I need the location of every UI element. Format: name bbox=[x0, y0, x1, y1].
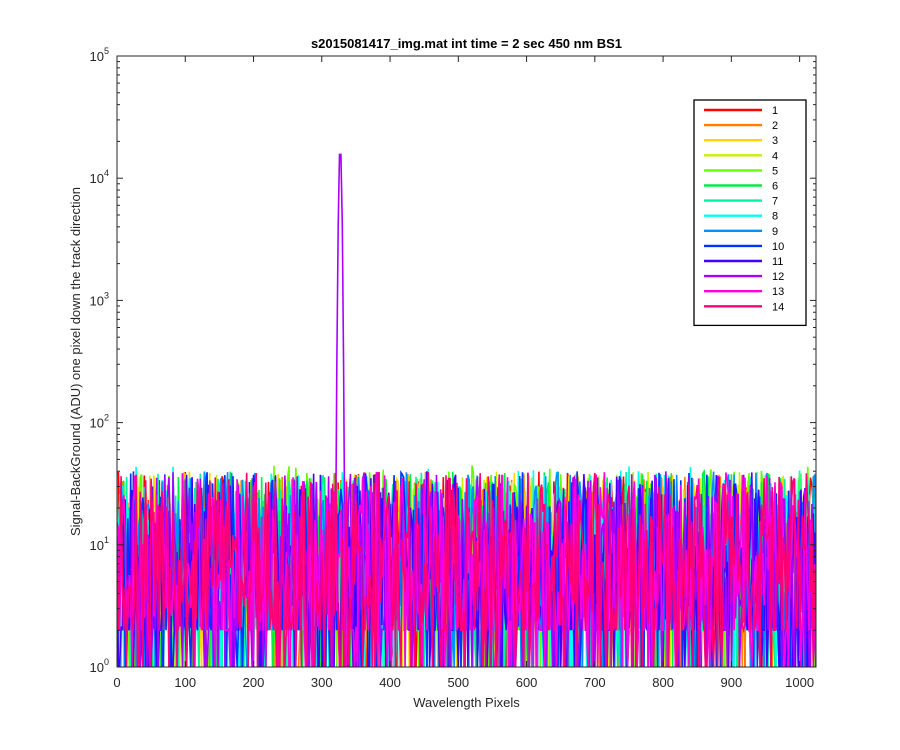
x-tick-label: 100 bbox=[174, 675, 196, 690]
y-tick-label-exponent: 0 bbox=[104, 657, 109, 667]
legend-label-8: 8 bbox=[772, 211, 778, 223]
axes-box bbox=[116, 55, 817, 668]
x-tick-label: 200 bbox=[243, 675, 265, 690]
legend-label-7: 7 bbox=[772, 196, 778, 208]
legend-label-2: 2 bbox=[772, 120, 778, 132]
y-tick-label: 104 bbox=[90, 168, 109, 186]
y-tick-label-base: 10 bbox=[90, 49, 104, 64]
x-tick-label: 1000 bbox=[785, 675, 814, 690]
legend-label-10: 10 bbox=[772, 241, 784, 253]
legend-label-9: 9 bbox=[772, 226, 778, 238]
y-tick-label-base: 10 bbox=[90, 293, 104, 308]
y-tick-label-base: 10 bbox=[90, 171, 104, 186]
tick-layer: 0 100 200 300 400 500 600 700 800 900 100010010110… bbox=[90, 46, 816, 690]
x-tick-label: 300 bbox=[311, 675, 333, 690]
x-tick-label: 400 bbox=[379, 675, 401, 690]
x-tick-label: 700 bbox=[584, 675, 606, 690]
y-tick-label-exponent: 5 bbox=[104, 46, 109, 56]
legend-box bbox=[693, 99, 807, 327]
legend-label-13: 13 bbox=[772, 286, 784, 298]
x-tick-label: 800 bbox=[652, 675, 674, 690]
chart-title: s2015081417_img.mat int time = 2 sec 450… bbox=[311, 36, 622, 51]
y-tick-label-base: 10 bbox=[90, 660, 104, 675]
x-axis-label: Wavelength Pixels bbox=[413, 695, 520, 710]
legend-label-1: 1 bbox=[772, 105, 778, 117]
legend-label-5: 5 bbox=[772, 165, 778, 177]
y-tick-label: 102 bbox=[90, 413, 109, 431]
x-tick-label: 500 bbox=[447, 675, 469, 690]
legend-label-12: 12 bbox=[772, 271, 784, 283]
series-line-14 bbox=[117, 471, 816, 667]
y-tick-label: 100 bbox=[90, 657, 109, 675]
y-tick-label-exponent: 2 bbox=[104, 413, 109, 423]
x-tick-label: 900 bbox=[721, 675, 743, 690]
legend-label-11: 11 bbox=[772, 256, 783, 268]
y-axis-label: Signal-BackGround (ADU) one pixel down t… bbox=[68, 187, 83, 536]
legend-label-3: 3 bbox=[772, 135, 778, 147]
y-tick-label-base: 10 bbox=[90, 538, 104, 553]
x-tick-label: 600 bbox=[516, 675, 538, 690]
x-tick-label: 0 bbox=[113, 675, 120, 690]
legend-label-4: 4 bbox=[772, 150, 778, 162]
legend-label-14: 14 bbox=[772, 301, 784, 313]
y-tick-label: 105 bbox=[90, 46, 109, 64]
y-tick-label-exponent: 4 bbox=[104, 168, 109, 178]
y-tick-label-base: 10 bbox=[90, 416, 104, 431]
y-tick-label: 101 bbox=[90, 535, 109, 553]
legend-label-6: 6 bbox=[772, 181, 778, 193]
series-layer bbox=[117, 153, 816, 667]
y-tick-label-exponent: 3 bbox=[104, 290, 109, 300]
y-tick-label-exponent: 1 bbox=[104, 535, 109, 545]
y-tick-label: 103 bbox=[90, 290, 109, 308]
